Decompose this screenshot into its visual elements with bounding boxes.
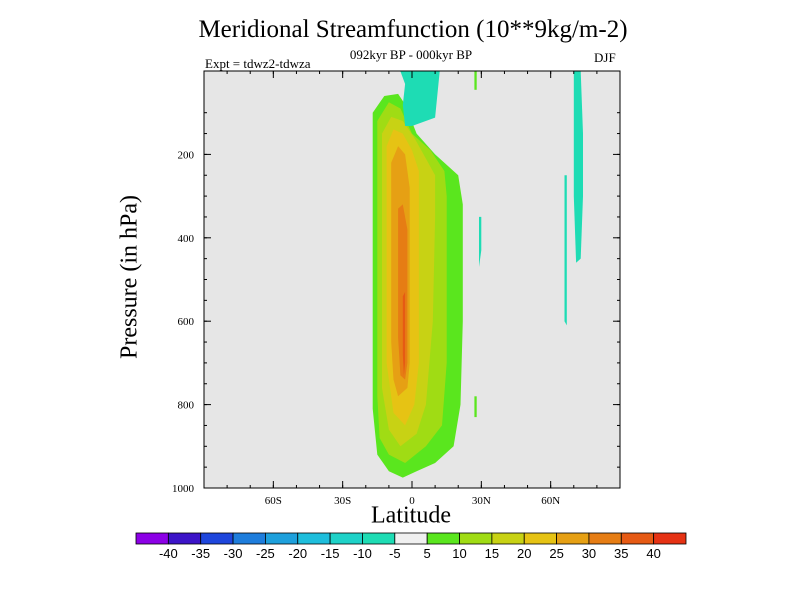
y-tick-label: 600 — [178, 316, 195, 328]
colorbar-label: 5 — [424, 546, 431, 561]
chart-subtitle: 092kyr BP - 000kyr BP — [349, 47, 473, 62]
contour-region-6 — [402, 292, 406, 376]
colorbar-swatch — [426, 532, 460, 545]
colorbar-swatch — [265, 532, 299, 545]
x-tick-label: 60N — [541, 495, 560, 507]
colorbar-swatch — [135, 532, 169, 545]
colorbar-swatch — [588, 532, 622, 545]
colorbar-swatch — [620, 532, 655, 545]
axis-ticks: 60S 30S 0 30N 60N 200 400 600 800 1000 — [172, 71, 621, 507]
contour-region-11 — [474, 71, 477, 90]
colorbar-swatch — [653, 532, 687, 545]
colorbar-label: -35 — [191, 546, 210, 561]
x-tick-label: 60S — [265, 495, 282, 507]
colorbar-swatch — [232, 532, 266, 545]
contour-region-12 — [474, 396, 477, 418]
chart-title: Meridional Streamfunction (10**9kg/m-2) — [198, 16, 628, 43]
colorbar-label: 35 — [614, 546, 628, 561]
x-axis-label: Latitude — [371, 502, 451, 529]
contour-regions — [372, 71, 583, 478]
contour-region-10 — [573, 71, 583, 263]
colorbar-label: -30 — [224, 546, 243, 561]
colorbar-swatch — [491, 532, 525, 545]
colorbar: -40 -35 -30 -25 -20 -15 -10 -5 5 10 15 20 25 30 35 40 — [135, 532, 687, 561]
colorbar-label: -40 — [159, 546, 178, 561]
colorbar-swatch — [297, 532, 331, 545]
colorbar-label: -15 — [321, 546, 340, 561]
y-tick-label: 400 — [178, 233, 195, 245]
x-tick-label: 0 — [409, 495, 415, 507]
contour-region-9 — [564, 175, 567, 326]
contour-region-5 — [398, 204, 408, 380]
y-tick-label: 200 — [178, 149, 195, 161]
y-tick-label: 1000 — [172, 483, 195, 495]
colorbar-label: -10 — [353, 546, 372, 561]
colorbar-swatch — [362, 532, 396, 545]
colorbar-label: -5 — [389, 546, 401, 561]
colorbar-swatch — [459, 532, 493, 545]
y-tick-label: 800 — [178, 400, 195, 412]
colorbar-swatch — [167, 532, 202, 545]
colorbar-swatch — [394, 532, 428, 545]
colorbar-label: 40 — [646, 546, 660, 561]
colorbar-label: -20 — [288, 546, 307, 561]
season-label: DJF — [594, 50, 616, 65]
contour-region-8 — [479, 216, 482, 267]
colorbar-swatch — [523, 532, 557, 545]
colorbar-label: 25 — [549, 546, 563, 561]
colorbar-label: 20 — [517, 546, 531, 561]
experiment-label: Expt = tdwz2-tdwza — [205, 56, 311, 71]
x-tick-label: 30S — [334, 495, 351, 507]
x-tick-label: 30N — [472, 495, 491, 507]
colorbar-label: -25 — [256, 546, 275, 561]
colorbar-label: 30 — [582, 546, 596, 561]
contour-region-7 — [400, 71, 440, 126]
colorbar-label: 15 — [485, 546, 499, 561]
colorbar-swatch — [200, 532, 234, 545]
colorbar-label: 10 — [452, 546, 466, 561]
colorbar-swatch — [556, 532, 590, 545]
colorbar-swatch — [329, 532, 363, 545]
